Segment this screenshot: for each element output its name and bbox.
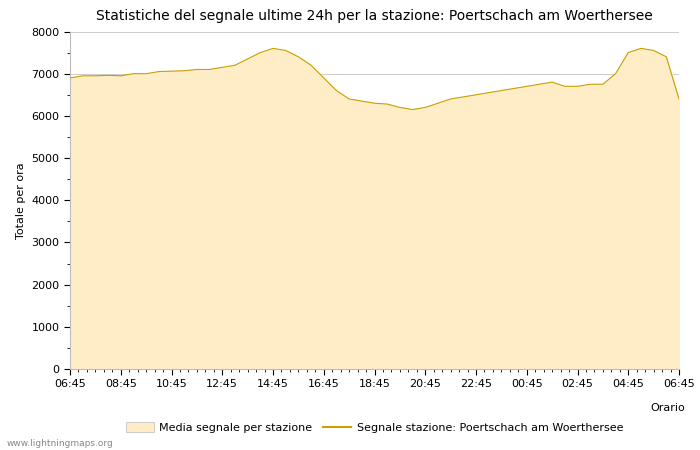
Y-axis label: Totale per ora: Totale per ora <box>16 162 26 238</box>
Legend: Media segnale per stazione, Segnale stazione: Poertschach am Woerthersee: Media segnale per stazione, Segnale staz… <box>121 418 628 438</box>
X-axis label: Orario: Orario <box>650 403 685 413</box>
Title: Statistiche del segnale ultime 24h per la stazione: Poertschach am Woerthersee: Statistiche del segnale ultime 24h per l… <box>96 9 653 23</box>
Text: www.lightningmaps.org: www.lightningmaps.org <box>7 439 113 448</box>
